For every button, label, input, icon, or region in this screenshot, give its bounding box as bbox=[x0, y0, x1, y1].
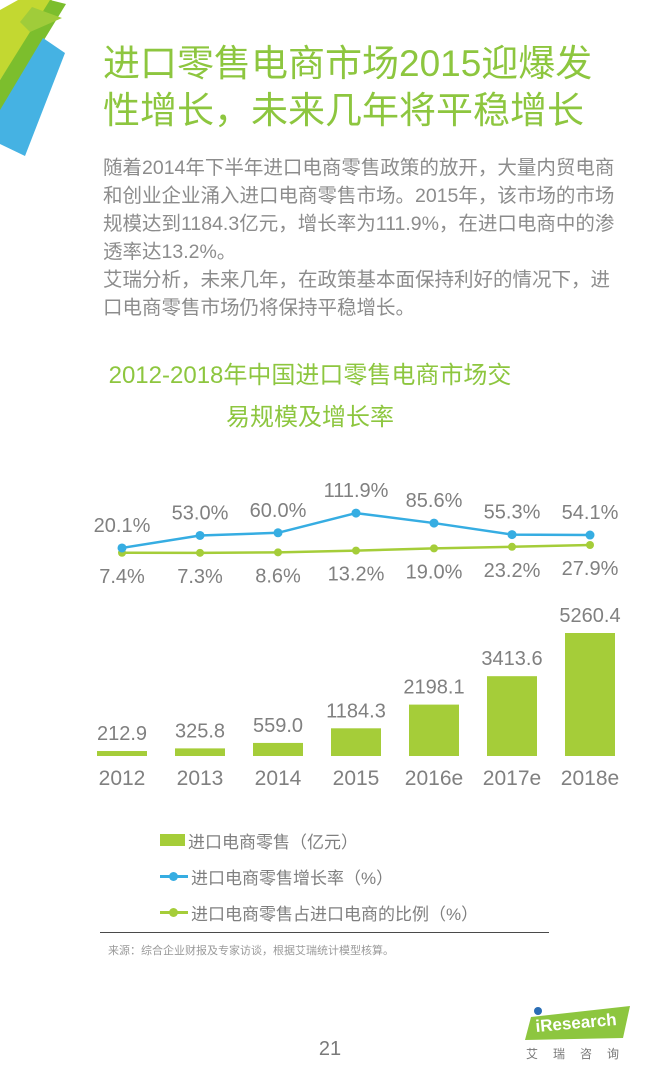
share-value-label: 7.3% bbox=[177, 566, 223, 588]
footer-divider bbox=[100, 932, 549, 933]
x-axis-label: 2014 bbox=[255, 767, 302, 790]
x-axis-label: 2015 bbox=[333, 767, 380, 790]
bar-value-label: 325.8 bbox=[175, 720, 225, 742]
legend-item-bar-series: 进口电商零售（亿元） bbox=[160, 822, 660, 858]
share-value-label: 19.0% bbox=[406, 561, 463, 583]
source-note: 来源：综合企业财报及专家访谈，根据艾瑞统计模型核算。 bbox=[108, 945, 394, 957]
growth-value-label: 54.1% bbox=[562, 502, 619, 524]
share-value-label: 8.6% bbox=[255, 565, 301, 587]
share-line-point bbox=[430, 544, 438, 553]
legend-item-share-line: 进口电商零售占进口电商的比例（%） bbox=[160, 894, 660, 930]
iresearch-logo: iResearch 艾瑞咨询 bbox=[525, 1006, 634, 1061]
bar-swatch-icon bbox=[160, 834, 185, 846]
share-line-point bbox=[352, 546, 360, 555]
bar-value-label: 3413.6 bbox=[481, 648, 542, 670]
share-line-point bbox=[196, 548, 204, 557]
legend-item-growth-line: 进口电商零售增长率（%） bbox=[160, 858, 660, 894]
growth-line-point bbox=[117, 543, 127, 553]
x-axis-label: 2016e bbox=[405, 767, 463, 790]
logo-caption: 艾瑞咨询 bbox=[526, 1046, 634, 1061]
bar-value-label: 559.0 bbox=[253, 715, 303, 737]
growth-value-label: 85.6% bbox=[406, 490, 463, 512]
bar-2017e bbox=[487, 676, 537, 756]
line-swatch-icon bbox=[160, 907, 188, 917]
x-axis-label: 2013 bbox=[177, 767, 224, 790]
paragraph-2: 艾瑞分析，未来几年，在政策基本面保持利好的情况下，进口电商零售市场仍将保持平稳增… bbox=[103, 269, 611, 319]
bar-2018e bbox=[565, 633, 615, 756]
growth-line-point bbox=[429, 518, 439, 528]
logo-flag-shape bbox=[525, 1006, 630, 1040]
bar-value-label: 1184.3 bbox=[326, 700, 386, 722]
bar-2015 bbox=[331, 728, 381, 756]
share-value-label: 13.2% bbox=[328, 564, 385, 586]
growth-line-point bbox=[273, 528, 283, 538]
bar-value-label: 212.9 bbox=[97, 723, 147, 745]
growth-line-point bbox=[585, 530, 595, 540]
legend-label: 进口电商零售占进口电商的比例（%） bbox=[191, 904, 479, 924]
growth-line-point bbox=[351, 508, 361, 518]
x-axis-label: 2017e bbox=[483, 767, 541, 790]
share-value-label: 23.2% bbox=[484, 560, 541, 582]
growth-value-label: 55.3% bbox=[484, 502, 541, 524]
page-title: 进口零售电商市场2015迎爆发性增长，未来几年将平稳增长 bbox=[103, 43, 593, 131]
bar-2016e bbox=[409, 704, 459, 756]
body-text: 随着2014年下半年进口电商零售政策的放开，大量内贸电商和创业企业涌入进口电商零… bbox=[103, 154, 615, 322]
bar-2012 bbox=[97, 751, 147, 756]
paragraph-1: 随着2014年下半年进口电商零售政策的放开，大量内贸电商和创业企业涌入进口电商零… bbox=[103, 157, 615, 263]
bar-2013 bbox=[175, 748, 225, 756]
share-line-point bbox=[274, 548, 282, 557]
share-value-label: 7.4% bbox=[99, 566, 145, 588]
legend-label: 进口电商零售（亿元） bbox=[188, 832, 358, 852]
x-axis-label: 2012 bbox=[99, 767, 146, 790]
growth-value-label: 53.0% bbox=[172, 502, 229, 524]
bar-value-label: 5260.4 bbox=[559, 605, 620, 627]
growth-line-point bbox=[195, 530, 205, 540]
page-number: 21 bbox=[318, 1038, 342, 1060]
chart-title: 2012-2018年中国进口零售电商市场交易规模及增长率 bbox=[108, 362, 512, 431]
growth-value-label: 111.9% bbox=[324, 480, 389, 502]
combo-chart: 212.9 325.8 559.0 1184.3 2198.1 3413.6 5260.4 2… bbox=[94, 480, 621, 790]
growth-value-label: 60.0% bbox=[250, 500, 307, 522]
share-value-label: 27.9% bbox=[562, 558, 619, 580]
bar-2014 bbox=[253, 742, 303, 756]
bar-value-label: 2198.1 bbox=[403, 677, 464, 699]
growth-value-label: 20.1% bbox=[94, 515, 151, 537]
growth-line-point bbox=[507, 530, 517, 540]
chart-legend: 进口电商零售（亿元） 进口电商零售增长率（%） 进口电商零售占进口电商的比例（%… bbox=[160, 822, 660, 930]
corner-decoration bbox=[0, 0, 66, 156]
share-line-point bbox=[508, 542, 516, 551]
share-line-point bbox=[586, 540, 594, 549]
logo-i-dot-icon bbox=[534, 1007, 542, 1015]
legend-label: 进口电商零售增长率（%） bbox=[191, 868, 394, 888]
line-swatch-icon bbox=[160, 871, 188, 881]
x-axis-label: 2018e bbox=[561, 767, 619, 790]
